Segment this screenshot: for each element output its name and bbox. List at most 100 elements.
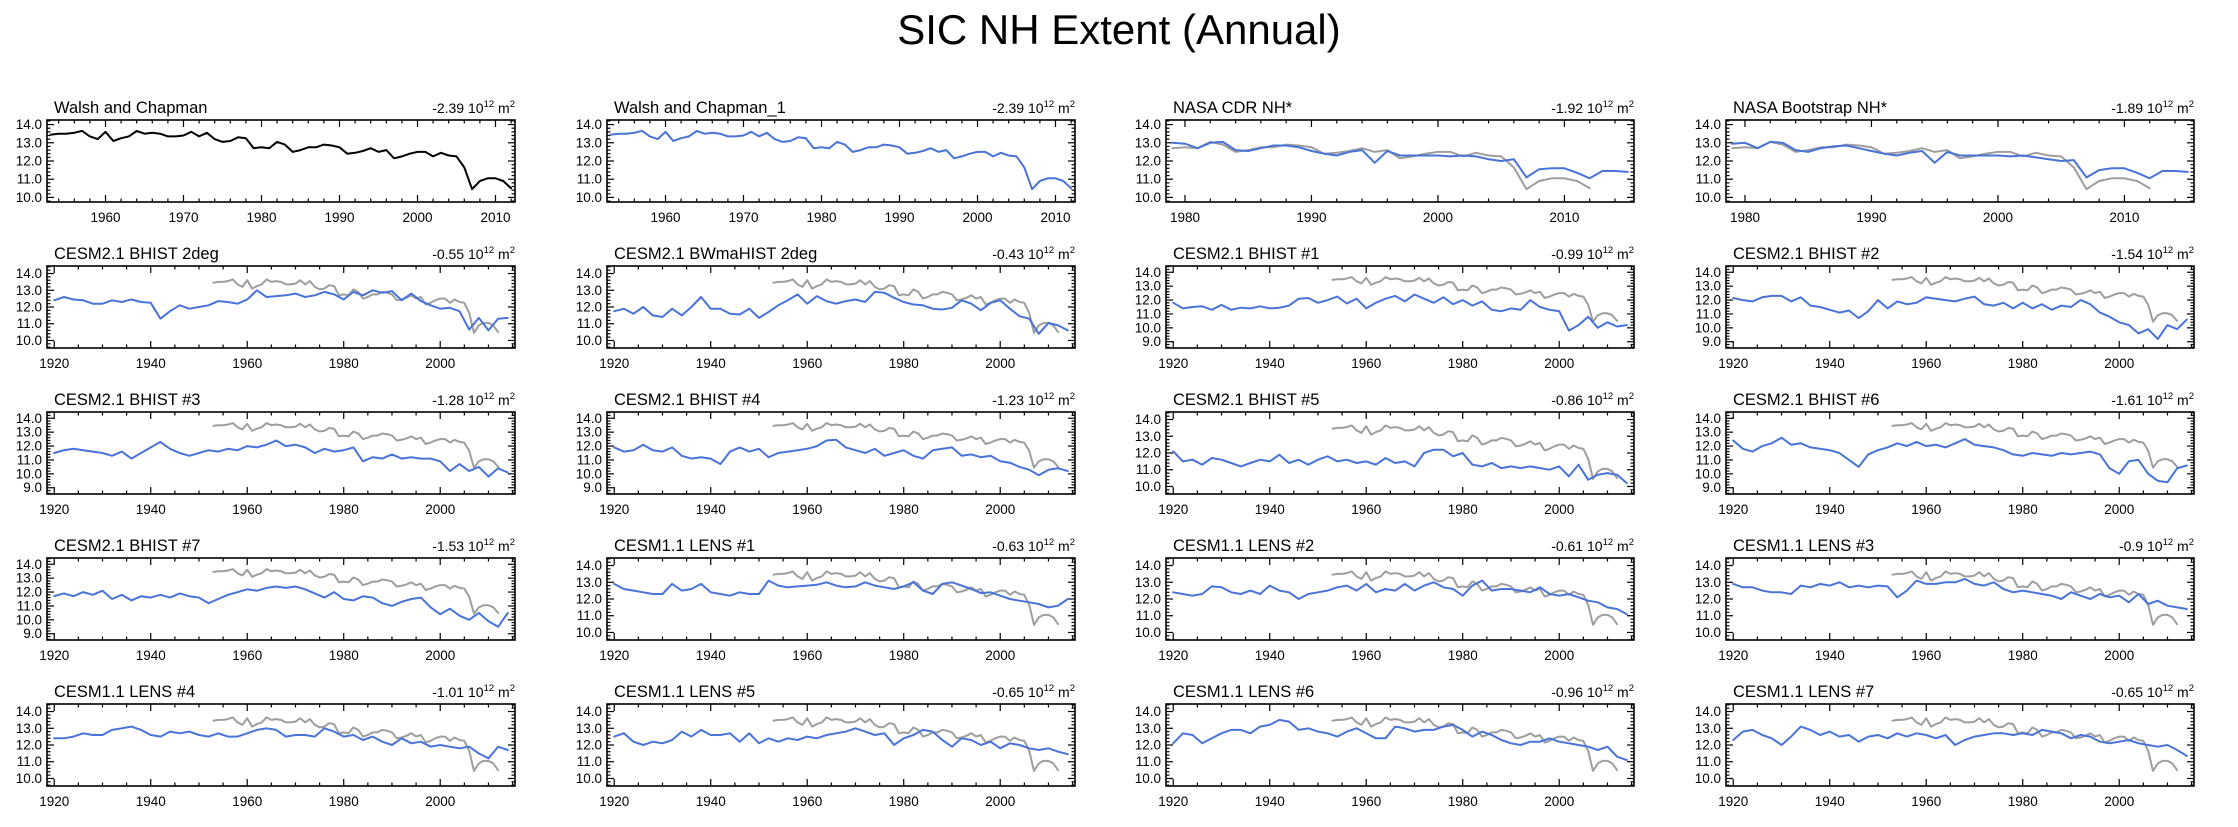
plot-cesm1-1-lens-5: CESM1.1 LENS #5 -0.65 1012 m2 1920 1940 1960… [575, 683, 1076, 809]
panel-trend-value: -0.55 1012 m2 [432, 245, 515, 262]
x-tick-label: 1960 [232, 356, 262, 371]
x-tick-label: 1940 [695, 794, 725, 809]
y-tick-label: 13.0 [575, 425, 601, 440]
plot-frame [605, 119, 1076, 203]
series-line-gray [212, 568, 500, 615]
panel-trend-value: -0.9 1012 m2 [2118, 537, 2193, 554]
x-tick-label: 1960 [792, 794, 822, 809]
x-tick-label: 2000 [402, 210, 432, 225]
panel-trend-value: -0.86 1012 m2 [1551, 391, 1634, 408]
chart-panel-walsh-and-chapman: Walsh and Chapman -2.39 1012 m2 1960 1970 19… [0, 86, 560, 232]
y-tick-label: 10.0 [1694, 771, 1720, 786]
series-line-gray [1331, 424, 1619, 480]
x-tick-label: 1960 [1351, 502, 1381, 517]
y-tick-label: 10.0 [1694, 466, 1720, 481]
series-line-blue [1731, 436, 2188, 484]
series-line-blue [1731, 294, 2188, 340]
x-tick-label: 1980 [1448, 648, 1478, 663]
x-tick-label: 1940 [1814, 502, 1844, 517]
x-tick-label: 1940 [1814, 356, 1844, 371]
series-line-blue [612, 438, 1069, 477]
chart-panel-cesm1-1-lens-6: CESM1.1 LENS #6 -0.96 1012 m2 1920 1940 1960… [1119, 670, 1679, 816]
series-line-blue [1172, 579, 1628, 616]
series-line-blue [53, 585, 509, 628]
x-tick-label: 1940 [1255, 794, 1285, 809]
x-tick-label: 1980 [1448, 794, 1478, 809]
panel-trend-value: -1.01 1012 m2 [432, 683, 515, 700]
x-tick-label: 1940 [136, 648, 166, 663]
chart-panel-cesm2-1-bhist-5: CESM2.1 BHIST #5 -0.86 1012 m2 1920 1940 196… [1119, 378, 1679, 524]
y-tick-label: 14.0 [1694, 265, 1720, 280]
x-tick-label: 1980 [888, 502, 918, 517]
plot-frame [46, 411, 516, 495]
plot-walsh-and-chapman-1: Walsh and Chapman_1 -2.39 1012 m2 1960 1970… [575, 99, 1076, 225]
x-tick-label: 1960 [1911, 794, 1941, 809]
y-tick-label: 14.0 [1135, 412, 1161, 427]
plot-frame [1165, 411, 1635, 495]
x-tick-label: 1980 [329, 794, 359, 809]
plot-nasa-bootstrap-nh: NASA Bootstrap NH* -1.89 1012 m2 1980 1990 2… [1694, 99, 2195, 225]
y-tick-label: 12.0 [16, 738, 42, 753]
y-tick-label: 14.0 [1694, 704, 1720, 719]
chart-panel-cesm1-1-lens-5: CESM1.1 LENS #5 -0.65 1012 m2 1920 1940 1960… [560, 670, 1120, 816]
x-tick-label: 1940 [1814, 648, 1844, 663]
y-tick-label: 11.0 [576, 316, 601, 331]
x-tick-label: 2010 [1549, 210, 1579, 225]
plot-cesm2-1-bhist-2: CESM2.1 BHIST #2 -1.54 1012 m2 1920 1940 196… [1694, 245, 2195, 371]
plot-frame [1724, 265, 2195, 349]
y-tick-label: 10.0 [575, 466, 601, 481]
y-tick-label: 11.0 [17, 598, 42, 613]
y-tick-label: 11.0 [17, 754, 42, 769]
axes-ticks [606, 120, 1075, 202]
series-line-gray [1331, 570, 1619, 626]
y-tick-label: 14.0 [575, 558, 601, 573]
series-line-gray [212, 278, 500, 334]
panel-trend-value: -0.65 1012 m2 [992, 683, 1075, 700]
panel-title: CESM2.1 BHIST #7 [54, 537, 200, 555]
axes-ticks [1166, 704, 1634, 786]
y-tick-label: 11.0 [1136, 462, 1161, 477]
plot-cesm2-1-bhist-3: CESM2.1 BHIST #3 -1.28 1012 m2 1920 1940 196… [16, 391, 516, 517]
y-tick-label: 12.0 [1135, 592, 1161, 607]
y-tick-label: 12.0 [575, 154, 601, 169]
chart-panel-cesm2-1-bhist-7: CESM2.1 BHIST #7 -1.53 1012 m2 1920 1940 196… [0, 524, 560, 670]
panel-trend-value: -1.28 1012 m2 [432, 391, 515, 408]
y-tick-label: 14.0 [575, 411, 601, 426]
plot-frame [1165, 703, 1635, 787]
x-tick-label: 1970 [728, 210, 758, 225]
x-tick-label: 1920 [599, 794, 629, 809]
y-tick-label: 13.0 [575, 283, 601, 298]
chart-panel-cesm2-1-bhist-2: CESM2.1 BHIST #2 -1.54 1012 m2 1920 1940 196… [1679, 232, 2238, 378]
chart-panel-cesm1-1-lens-7: CESM1.1 LENS #7 -0.65 1012 m2 1920 1940 1960… [1679, 670, 2238, 816]
y-tick-label: 14.0 [16, 117, 42, 132]
panel-grid: Walsh and Chapman -2.39 1012 m2 1960 1970 19… [0, 86, 2238, 816]
y-tick-label: 14.0 [1135, 117, 1161, 132]
panel-title: NASA Bootstrap NH* [1733, 99, 1888, 117]
y-tick-label: 9.0 [1702, 480, 1721, 495]
panel-title: CESM2.1 BWmaHIST 2deg [614, 245, 817, 263]
x-tick-label: 2000 [425, 794, 455, 809]
panel-title: CESM1.1 LENS #1 [614, 537, 755, 555]
y-tick-label: 14.0 [1694, 558, 1720, 573]
y-tick-label: 13.0 [16, 721, 42, 736]
series-line-gray [772, 570, 1059, 626]
y-tick-label: 12.0 [575, 439, 601, 454]
axes-ticks [47, 120, 515, 202]
series-line-blue [1731, 725, 2188, 757]
plot-frame [1724, 119, 2195, 203]
series-line-gray [772, 278, 1059, 334]
plot-cesm1-1-lens-6: CESM1.1 LENS #6 -0.96 1012 m2 1920 1940 1960… [1135, 683, 1635, 809]
y-tick-label: 13.0 [1694, 575, 1720, 590]
x-tick-label: 1960 [1351, 794, 1381, 809]
y-tick-label: 13.0 [16, 283, 42, 298]
x-tick-label: 2000 [2104, 794, 2134, 809]
x-tick-label: 1920 [1158, 356, 1188, 371]
x-tick-label: 2000 [985, 648, 1015, 663]
y-tick-label: 10.0 [575, 625, 601, 640]
series-line-gray [772, 716, 1059, 772]
x-tick-label: 1980 [1448, 502, 1478, 517]
x-tick-label: 1920 [1158, 794, 1188, 809]
x-tick-label: 1970 [168, 210, 198, 225]
plot-frame [605, 557, 1076, 641]
x-tick-label: 1940 [136, 794, 166, 809]
